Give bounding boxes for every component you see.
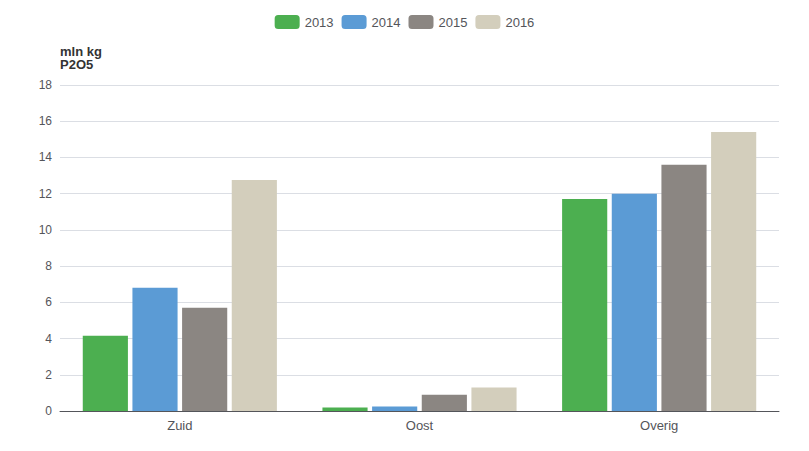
svg-text:2015: 2015 [439,15,468,30]
svg-text:P2O5: P2O5 [60,57,93,72]
svg-text:10: 10 [39,223,53,237]
svg-text:2: 2 [45,368,52,382]
svg-text:18: 18 [39,78,53,92]
svg-text:mln kg: mln kg [60,44,102,59]
svg-text:2013: 2013 [305,15,334,30]
svg-text:Overig: Overig [640,418,678,433]
svg-text:16: 16 [39,114,53,128]
svg-text:4: 4 [45,332,52,346]
svg-text:8: 8 [45,259,52,273]
svg-text:6: 6 [45,295,52,309]
svg-text:12: 12 [39,187,53,201]
svg-text:2016: 2016 [505,15,534,30]
svg-text:14: 14 [39,150,53,164]
svg-text:2014: 2014 [372,15,401,30]
svg-text:Zuid: Zuid [167,418,192,433]
svg-text:Oost: Oost [406,418,434,433]
svg-text:0: 0 [45,404,52,418]
